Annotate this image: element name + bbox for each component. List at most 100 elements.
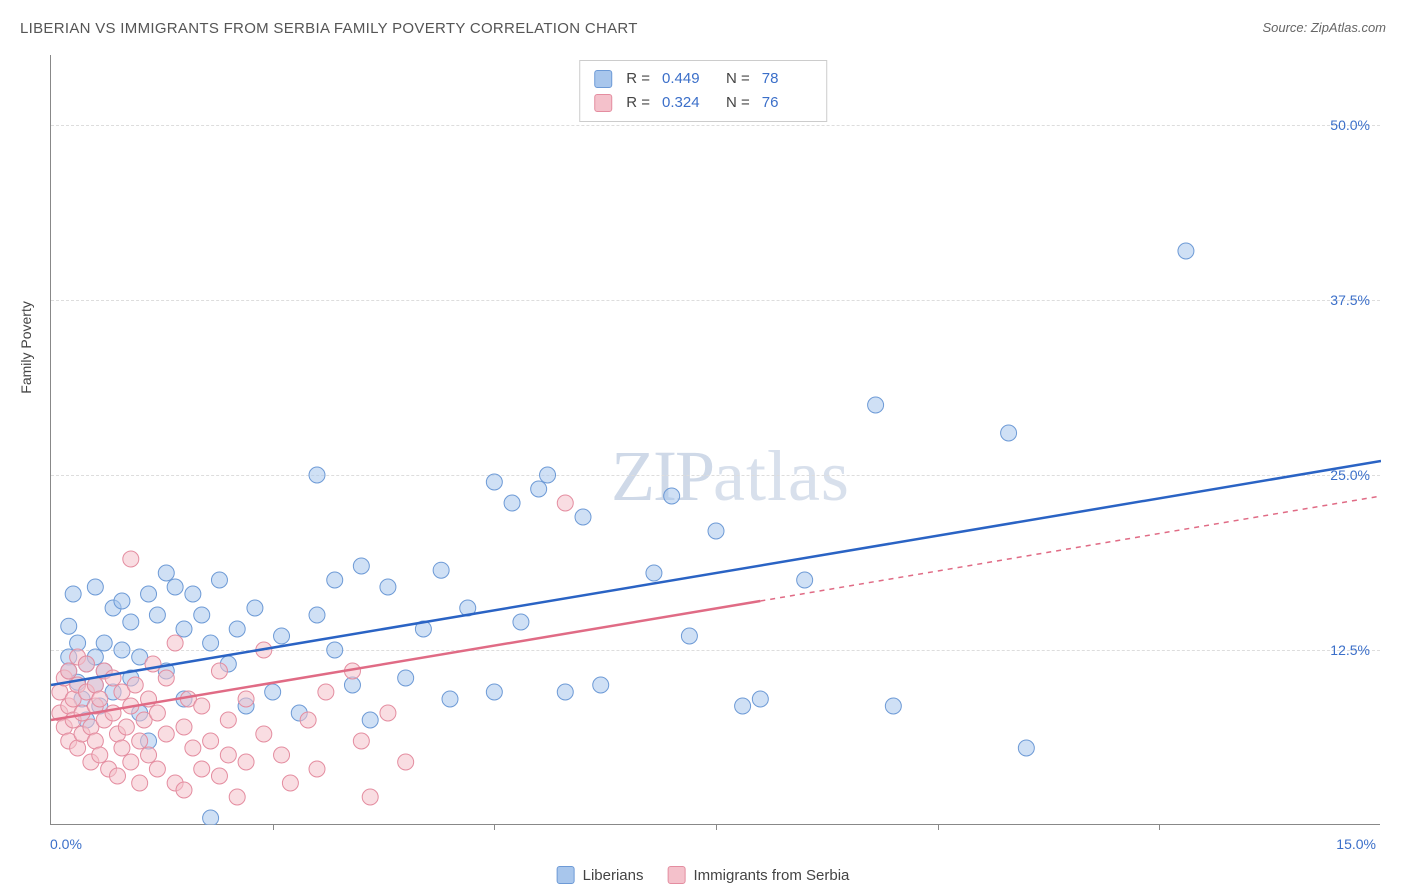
data-point: [149, 761, 165, 777]
data-point: [110, 726, 126, 742]
data-point: [70, 649, 86, 665]
data-point: [220, 712, 236, 728]
data-point: [92, 747, 108, 763]
data-point: [87, 649, 103, 665]
data-point: [65, 586, 81, 602]
regression-line-extrapolated: [760, 496, 1381, 601]
data-point: [101, 761, 117, 777]
data-point: [380, 705, 396, 721]
data-point: [61, 733, 77, 749]
data-point: [96, 712, 112, 728]
data-point: [1018, 740, 1034, 756]
legend-series: LiberiansImmigrants from Serbia: [557, 866, 850, 884]
data-point: [96, 635, 112, 651]
x-axis-min-label: 0.0%: [50, 836, 82, 852]
data-point: [118, 719, 134, 735]
data-point: [61, 663, 77, 679]
data-point: [885, 698, 901, 714]
data-point: [158, 565, 174, 581]
data-point: [114, 593, 130, 609]
data-point: [486, 474, 502, 490]
data-point: [344, 663, 360, 679]
data-point: [123, 614, 139, 630]
data-point: [398, 670, 414, 686]
gridline: [51, 650, 1380, 651]
data-point: [664, 488, 680, 504]
data-point: [557, 495, 573, 511]
data-point: [52, 705, 68, 721]
data-point: [127, 677, 143, 693]
data-point: [167, 635, 183, 651]
data-point: [61, 649, 77, 665]
data-point: [203, 810, 219, 825]
data-point: [185, 740, 201, 756]
data-point: [868, 397, 884, 413]
data-point: [167, 775, 183, 791]
data-point: [87, 698, 103, 714]
chart-title: LIBERIAN VS IMMIGRANTS FROM SERBIA FAMIL…: [20, 20, 638, 37]
data-point: [513, 614, 529, 630]
data-point: [132, 705, 148, 721]
data-point: [78, 656, 94, 672]
data-point: [176, 719, 192, 735]
data-point: [180, 691, 196, 707]
data-point: [353, 558, 369, 574]
data-point: [70, 677, 86, 693]
data-point: [87, 733, 103, 749]
regression-line: [51, 461, 1381, 685]
data-point: [238, 754, 254, 770]
chart-svg: [51, 55, 1381, 825]
legend-swatch: [668, 866, 686, 884]
data-point: [158, 670, 174, 686]
legend-stats-row: R =0.449N =78: [594, 67, 812, 91]
data-point: [557, 684, 573, 700]
y-tick-label: 37.5%: [1330, 292, 1370, 308]
data-point: [65, 691, 81, 707]
data-point: [380, 579, 396, 595]
data-point: [211, 572, 227, 588]
data-point: [61, 618, 77, 634]
gridline: [51, 300, 1380, 301]
data-point: [74, 705, 90, 721]
stat-n-label: N =: [726, 91, 750, 115]
y-tick-label: 25.0%: [1330, 467, 1370, 483]
data-point: [123, 670, 139, 686]
data-point: [83, 719, 99, 735]
data-point: [735, 698, 751, 714]
data-point: [247, 600, 263, 616]
data-point: [176, 691, 192, 707]
data-point: [220, 747, 236, 763]
data-point: [74, 691, 90, 707]
legend-stats-row: R =0.324N =76: [594, 91, 812, 115]
data-point: [70, 740, 86, 756]
watermark: ZIPatlas: [611, 435, 850, 518]
data-point: [575, 509, 591, 525]
data-point: [309, 607, 325, 623]
data-point: [70, 635, 86, 651]
data-point: [504, 495, 520, 511]
data-point: [318, 684, 334, 700]
gridline: [51, 125, 1380, 126]
plot-area: ZIPatlas 12.5%25.0%37.5%50.0%: [50, 55, 1380, 825]
stat-n-label: N =: [726, 67, 750, 91]
data-point: [229, 621, 245, 637]
data-point: [282, 775, 298, 791]
data-point: [123, 698, 139, 714]
data-point: [56, 719, 72, 735]
data-point: [74, 726, 90, 742]
stat-n-value: 76: [762, 91, 812, 115]
data-point: [256, 726, 272, 742]
data-point: [238, 698, 254, 714]
data-point: [194, 761, 210, 777]
legend-swatch: [594, 70, 612, 88]
data-point: [96, 663, 112, 679]
data-point: [110, 768, 126, 784]
data-point: [211, 663, 227, 679]
legend-item: Immigrants from Serbia: [668, 866, 850, 884]
data-point: [52, 684, 68, 700]
data-point: [87, 677, 103, 693]
data-point: [92, 691, 108, 707]
x-tick: [938, 824, 939, 830]
data-point: [203, 733, 219, 749]
data-point: [176, 782, 192, 798]
